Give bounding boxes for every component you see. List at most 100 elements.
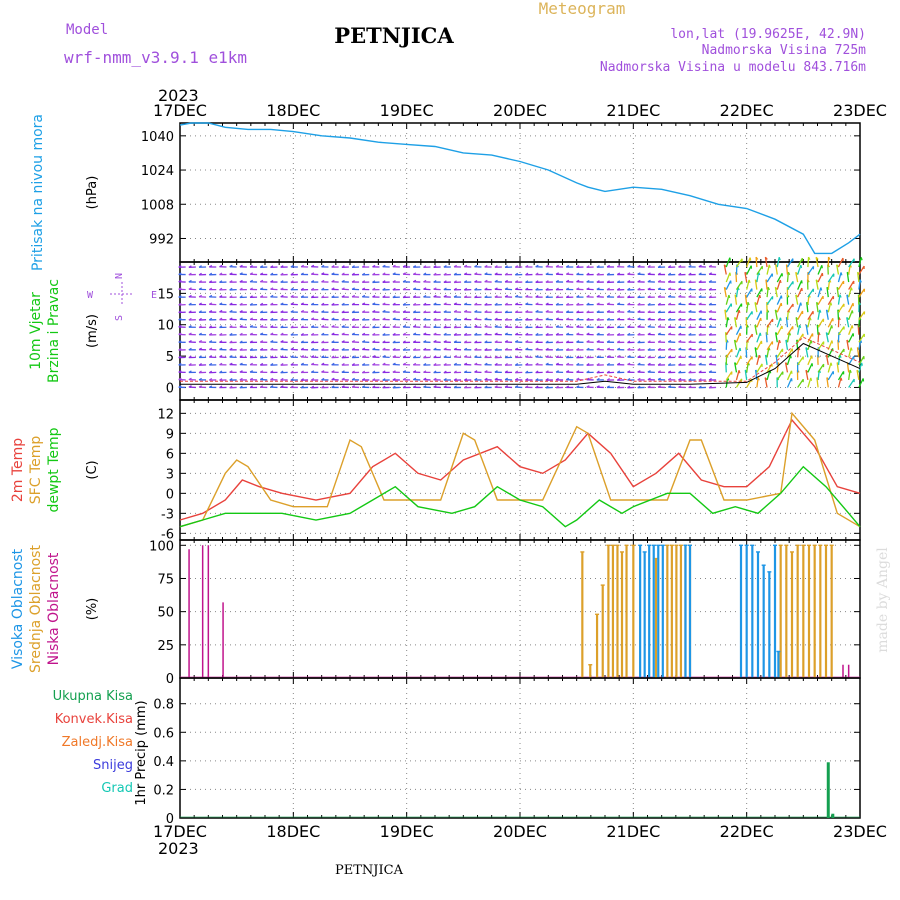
wind-arrow-head — [412, 295, 417, 298]
wind-arrow-head — [504, 355, 508, 359]
wind-arrow-head — [188, 317, 192, 321]
wind-arrow-head — [372, 355, 376, 358]
wind-arrow-head — [392, 264, 396, 268]
wind-arrow — [746, 265, 752, 275]
wind-arrow-head — [576, 317, 580, 321]
wind-arrow-head — [525, 287, 529, 291]
wind-arrow-head — [484, 340, 488, 344]
wind-arrow — [765, 279, 768, 290]
wind-arrow-head — [678, 325, 682, 329]
wind-arrow-head — [525, 332, 529, 336]
wind-arrow-head — [412, 385, 417, 388]
wind-arrow — [797, 264, 802, 275]
wind-arrow-head — [463, 325, 468, 328]
wind-arrow — [746, 311, 753, 321]
wind-arrow-head — [443, 325, 447, 329]
wind-arrow — [785, 339, 789, 350]
wind-arrow-head — [657, 355, 661, 359]
wind-arrow — [746, 333, 753, 343]
wind-arrow — [795, 317, 799, 328]
wind-arrow-head — [433, 280, 437, 283]
wind-arrow-head — [229, 309, 233, 313]
wind-arrow-head — [361, 355, 366, 358]
wind-arrow-head — [616, 347, 621, 351]
wind-arrow-head — [280, 377, 284, 381]
y-tick-label: 0 — [166, 672, 174, 687]
wind-arrow-head — [708, 264, 712, 268]
wind-arrow-head — [484, 272, 488, 275]
wind-arrow-head — [331, 347, 335, 351]
wind-arrow-head — [708, 370, 712, 373]
wind-arrow-head — [576, 279, 580, 283]
wind-arrow — [837, 377, 842, 388]
wind-arrow-head — [229, 370, 233, 373]
wind-arrow-head — [382, 370, 386, 373]
wind-arrow-head — [576, 355, 580, 359]
wind-arrow-head — [810, 340, 813, 344]
wind-arrow — [775, 354, 778, 365]
wind-arrow-head — [188, 363, 192, 366]
wind-arrow-head — [433, 302, 437, 306]
wind-arrow-head — [688, 302, 692, 305]
time-tick-label: 23DEC — [833, 822, 887, 841]
wind-arrow-head — [392, 370, 396, 373]
wind-arrow-head — [565, 264, 570, 268]
wind-arrow-head — [627, 340, 631, 344]
wind-arrow-head — [779, 279, 782, 284]
wind-arrow-head — [555, 362, 559, 366]
wind-arrow-head — [828, 256, 831, 260]
wind-arrow — [766, 370, 771, 381]
year-label-top: 2023 — [158, 86, 199, 105]
wind-arrow-head — [453, 378, 457, 381]
wind-arrow-head — [586, 287, 590, 290]
wind-arrow-head — [576, 385, 580, 388]
wind-arrow — [846, 362, 850, 373]
wind-arrow — [817, 363, 825, 373]
wind-arrow-head — [667, 317, 672, 321]
wind-arrow-head — [402, 377, 406, 381]
wind-arrow-head — [178, 370, 182, 373]
wind-arrow-head — [678, 302, 682, 305]
wind-arrow — [756, 332, 761, 343]
wind-arrow-head — [494, 265, 498, 268]
wind-arrow-head — [423, 362, 427, 366]
wind-arrow-head — [178, 302, 182, 306]
wind-arrow — [725, 257, 731, 268]
wind-arrow-head — [178, 362, 182, 366]
wind-arrow-head — [535, 287, 539, 291]
wind-arrow-head — [290, 347, 294, 351]
wind-arrow — [858, 355, 865, 366]
wind-arrow — [858, 265, 865, 275]
wind-arrow-head — [219, 287, 223, 291]
wind-arrow — [848, 310, 853, 320]
wind-arrow-head — [361, 362, 366, 366]
wind-arrow-head — [280, 265, 284, 268]
wind-arrow-head — [300, 340, 304, 343]
altitude-label: Nadmorska Visina 725m — [702, 43, 867, 58]
wind-arrow-head — [300, 295, 304, 298]
wind-arrow-head — [698, 264, 702, 268]
wind-arrow-head — [219, 370, 223, 374]
wind-arrow — [807, 256, 810, 268]
wind-arrow — [744, 272, 748, 283]
wind-arrow-head — [586, 294, 590, 298]
wind-arrow-head — [310, 347, 315, 351]
axis-label: Visoka Oblacnost — [10, 548, 26, 669]
wind-arrow-head — [678, 272, 682, 276]
series-line-pressure — [179, 122, 861, 255]
wind-arrow-head — [647, 370, 651, 373]
wind-arrow-head — [402, 347, 406, 351]
wind-arrow-head — [555, 317, 560, 320]
wind-arrow-head — [698, 302, 702, 305]
pressure-panel: 992 1008 1024 1040 Pritisak na nivou mora (hP… — [30, 114, 861, 271]
wind-arrow-head — [474, 309, 478, 313]
wind-arrow-head — [799, 324, 802, 328]
wind-arrow-head — [208, 302, 213, 305]
wind-arrow-head — [627, 370, 631, 373]
wind-arrow-head — [474, 295, 478, 298]
wind-arrow-head — [198, 370, 202, 374]
wind-arrow-head — [310, 325, 315, 328]
wind-arrow-head — [219, 355, 223, 358]
wind-arrow-head — [616, 325, 621, 328]
wind-arrow — [846, 272, 850, 283]
